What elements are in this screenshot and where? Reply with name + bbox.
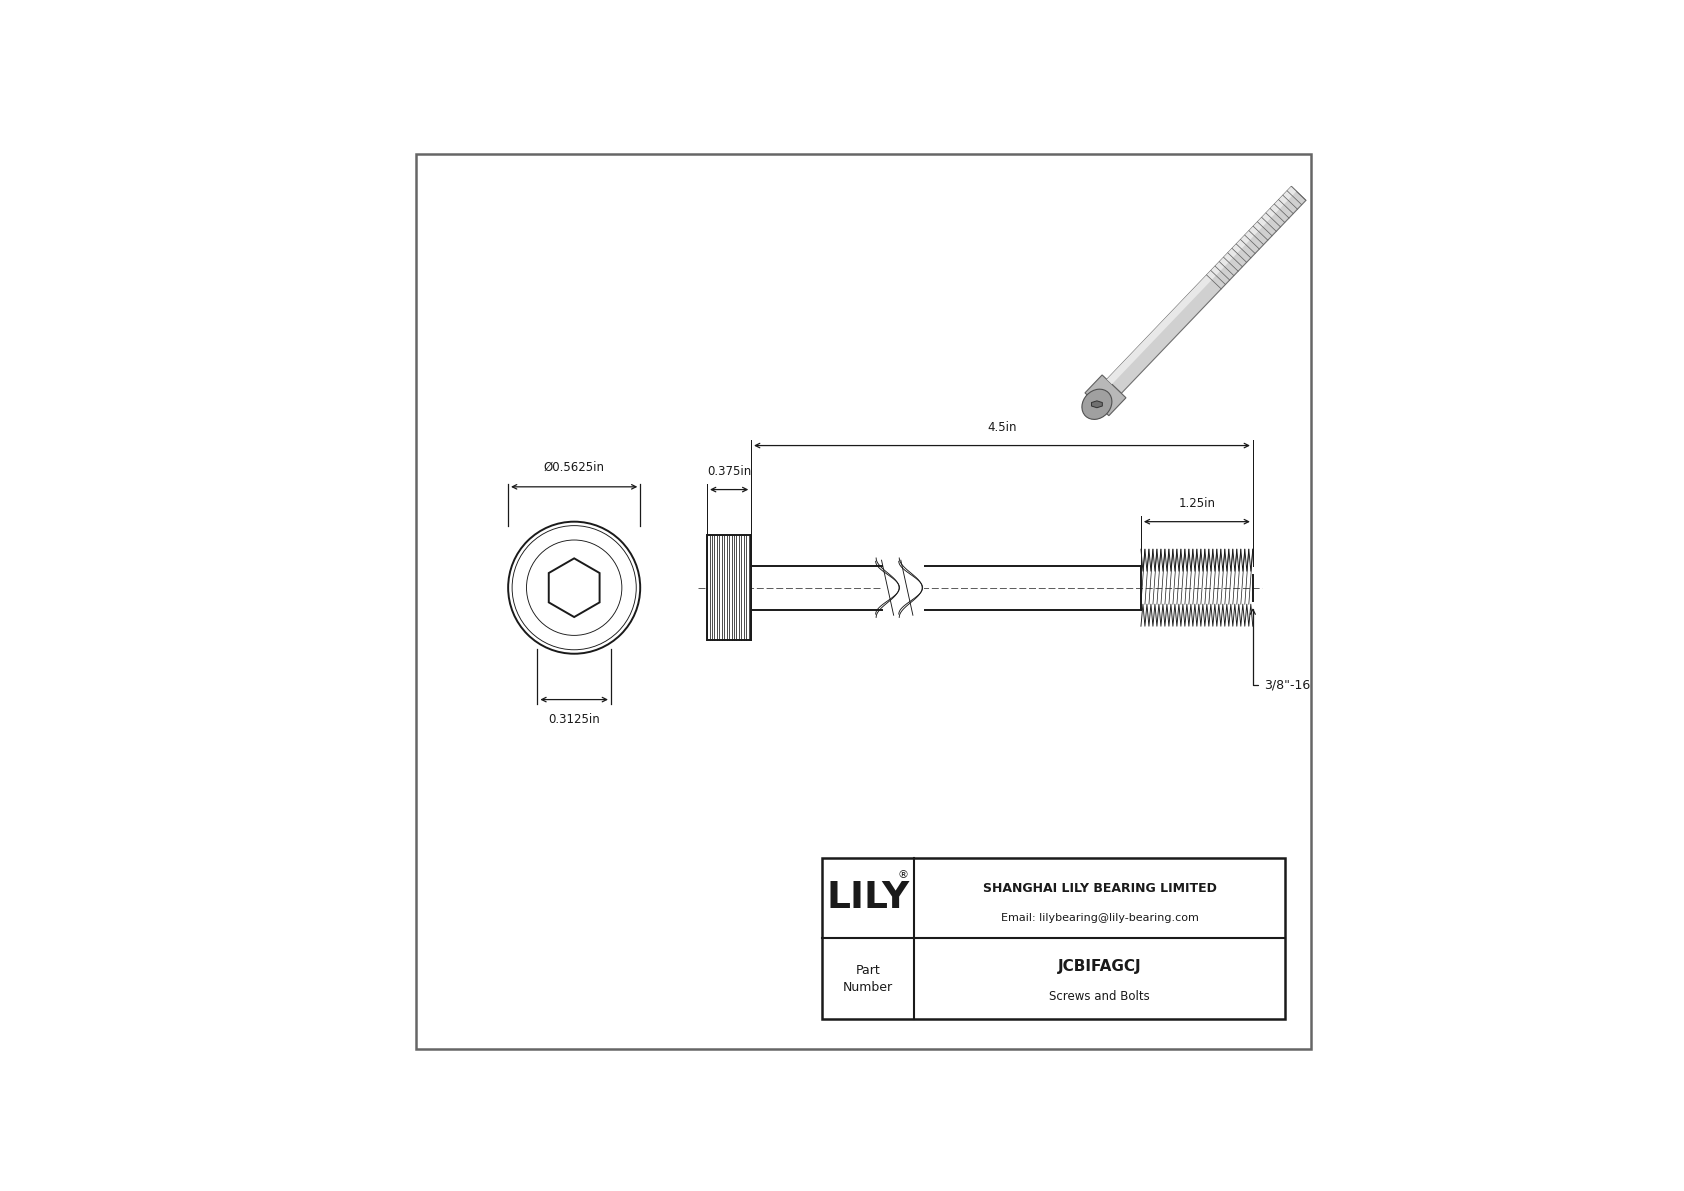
Text: 0.375in: 0.375in bbox=[707, 464, 751, 478]
Text: Email: lilybearing@lily-bearing.com: Email: lilybearing@lily-bearing.com bbox=[1000, 913, 1199, 923]
Text: 1.25in: 1.25in bbox=[1179, 497, 1216, 510]
Ellipse shape bbox=[1081, 389, 1111, 419]
Polygon shape bbox=[1091, 401, 1103, 407]
Text: 4.5in: 4.5in bbox=[987, 420, 1017, 434]
Bar bbox=[882, 559, 925, 616]
Text: Screws and Bolts: Screws and Bolts bbox=[1049, 990, 1150, 1003]
Text: ®: ® bbox=[898, 871, 908, 880]
Polygon shape bbox=[1106, 186, 1297, 385]
Bar bbox=[707, 536, 751, 640]
Text: Part
Number: Part Number bbox=[844, 964, 893, 993]
Text: 0.3125in: 0.3125in bbox=[549, 713, 600, 727]
Text: LILY: LILY bbox=[827, 880, 909, 916]
Polygon shape bbox=[1084, 375, 1127, 416]
Text: 3/8"-16: 3/8"-16 bbox=[1250, 610, 1310, 692]
Text: JCBIFAGCJ: JCBIFAGCJ bbox=[1058, 959, 1142, 974]
Bar bbox=[822, 859, 1285, 1018]
Text: SHANGHAI LILY BEARING LIMITED: SHANGHAI LILY BEARING LIMITED bbox=[983, 883, 1216, 896]
Polygon shape bbox=[1106, 186, 1307, 393]
Text: Ø0.5625in: Ø0.5625in bbox=[544, 461, 605, 474]
